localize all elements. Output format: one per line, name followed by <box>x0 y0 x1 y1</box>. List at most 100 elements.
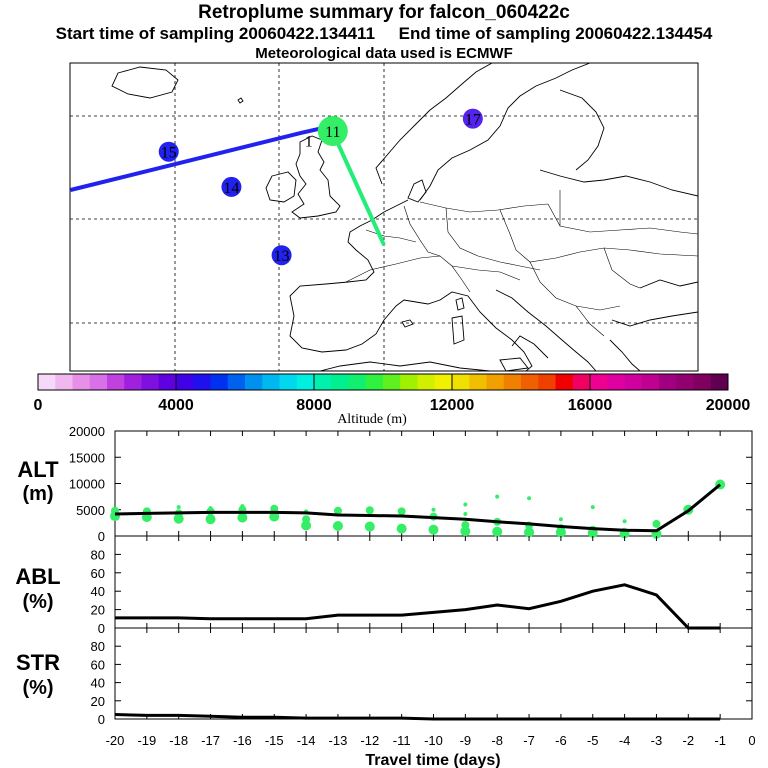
map-frame <box>69 62 699 372</box>
colorbar-cell <box>400 374 418 390</box>
alt-spread-marker <box>590 505 595 510</box>
plume-path-2 <box>329 129 386 246</box>
x-tick-label: -12 <box>360 733 379 748</box>
alt-ylabel-unit: (m) <box>22 483 53 505</box>
colorbar-cells <box>38 374 729 390</box>
colorbar-cell <box>107 374 125 390</box>
x-tick-label: -11 <box>393 733 411 748</box>
alt-spread-marker <box>301 520 312 531</box>
colorbar-cell <box>452 374 470 390</box>
x-tick-label: -3 <box>651 733 663 748</box>
panels-frame <box>114 430 753 720</box>
colorbar-cell <box>607 374 625 390</box>
colorbar-cell <box>296 374 315 390</box>
y-tick-label: 60 <box>91 566 105 581</box>
colorbar-label: Altitude (m) <box>337 412 407 427</box>
y-tick-label: 20000 <box>69 424 105 439</box>
str-yticks: 0 20 40 60 80 <box>91 628 753 727</box>
colorbar-frame <box>37 373 729 391</box>
colorbar-cell <box>262 374 280 390</box>
x-tick-label: -6 <box>555 733 567 748</box>
y-tick-label: 80 <box>91 639 105 654</box>
abl-ylabel-unit: (%) <box>22 591 53 613</box>
colorbar-tick-label: 16000 <box>568 397 613 414</box>
x-tick-label: -18 <box>169 733 188 748</box>
colorbar-cell <box>176 374 194 390</box>
x-tick-label: -8 <box>491 733 503 748</box>
alt-spread-marker <box>205 514 216 525</box>
x-tick-label: -16 <box>233 733 252 748</box>
x-tick-label: -1 <box>714 733 726 748</box>
colorbar-cell <box>693 374 712 390</box>
colorbar-ticks: 0 4000 8000 12000 16000 20000 <box>34 374 751 414</box>
end-time-label: End time of sampling 20060422.134454 <box>398 24 713 43</box>
y-tick-label: 60 <box>91 657 105 672</box>
alt-spread-marker <box>622 519 627 524</box>
colorbar-cell <box>210 374 229 390</box>
colorbar-tick-label: 0 <box>34 397 43 414</box>
plume-marker-17 <box>462 108 483 129</box>
colorbar-cell <box>314 374 332 390</box>
alt-spread-marker <box>208 506 213 511</box>
alt-spread-marker <box>524 527 535 538</box>
colorbar-cell <box>245 374 263 390</box>
plume-marker-label: 17 <box>465 112 481 129</box>
x-tick-label: -2 <box>683 733 695 748</box>
colorbar-cell <box>486 374 505 390</box>
colorbar-cell <box>365 374 384 390</box>
colorbar-cell <box>572 374 591 390</box>
alt-spread-marker <box>527 496 532 501</box>
altitude-colorbar: 0 4000 8000 12000 16000 20000 Altitude (m) <box>34 373 751 427</box>
y-tick-label: 40 <box>91 676 105 691</box>
plume-marker-11 <box>317 116 348 147</box>
colorbar-cell <box>348 374 367 390</box>
alt-spread-marker <box>240 504 245 509</box>
colorbar-cell <box>538 374 556 390</box>
alt-spread-marker <box>396 523 407 534</box>
alt-series-line <box>114 483 722 533</box>
str-ylabel-unit: (%) <box>22 677 53 699</box>
country-borders <box>345 190 698 337</box>
colorbar-tick-label: 8000 <box>296 397 332 414</box>
colorbar-cell <box>383 374 401 390</box>
colorbar-cell <box>72 374 91 390</box>
x-axis-label: Travel time (days) <box>365 752 500 768</box>
alt-spread-marker <box>431 507 436 512</box>
alt-spread-marker <box>492 526 503 537</box>
alt-spread-marker <box>558 517 563 522</box>
y-tick-label: 20 <box>91 694 105 709</box>
colorbar-cell <box>659 374 677 390</box>
alt-spread-marker <box>652 519 661 528</box>
chart-title: Retroplume summary for falcon_060422c <box>198 2 570 23</box>
alt-spread-marker <box>428 524 439 535</box>
colorbar-cell <box>55 374 73 390</box>
coastlines <box>111 63 698 371</box>
colorbar-tick-label: 20000 <box>706 397 751 414</box>
alt-ylabel: ALT <box>17 457 59 482</box>
x-tick-label: -20 <box>106 733 125 748</box>
alt-spread-marker <box>333 506 342 515</box>
colorbar-cell <box>227 374 246 390</box>
x-tick-label: -17 <box>201 733 220 748</box>
y-tick-label: 0 <box>98 712 105 727</box>
str-panel: STR (%) 0 20 40 60 80 <box>16 628 753 727</box>
x-tick-label: -9 <box>460 733 472 748</box>
y-tick-label: 20 <box>91 603 105 618</box>
plume-marker-label: 1 <box>305 133 313 150</box>
y-tick-label: 0 <box>98 529 105 544</box>
x-tick-label: -13 <box>329 733 348 748</box>
colorbar-cell <box>469 374 487 390</box>
colorbar-cell <box>676 374 694 390</box>
abl-series-line <box>115 583 721 630</box>
colorbar-cell <box>710 374 729 390</box>
y-tick-label: 15000 <box>69 450 105 465</box>
colorbar-tick-label: 4000 <box>158 397 194 414</box>
alt-spread-marker <box>495 494 500 499</box>
colorbar-tick-label: 12000 <box>430 397 475 414</box>
alt-yticks: 0 5000 10000 15000 20000 <box>69 424 753 544</box>
x-tick-label: -10 <box>424 733 443 748</box>
timeseries-panels: ALT (m) 0 5000 10000 15000 20000 ABL (%) 0 20… <box>15 424 755 768</box>
colorbar-cell <box>521 374 539 390</box>
alt-spread-marker <box>461 520 470 529</box>
plume-marker-13 <box>271 245 292 266</box>
